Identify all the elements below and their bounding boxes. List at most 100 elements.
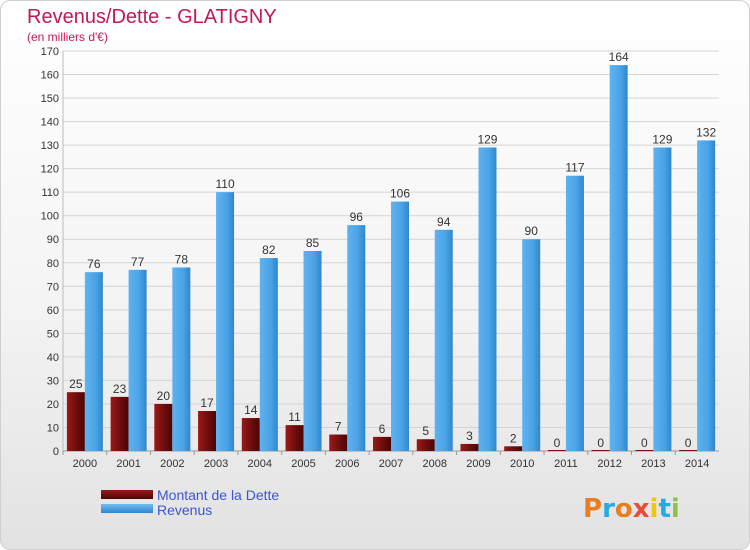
x-tick-label: 2006 [335,458,359,470]
legend-swatch-dette [101,490,153,499]
proxiti-logo: Proxiti [583,494,680,524]
y-tick-label: 10 [47,422,59,434]
bar-dette [241,418,260,451]
data-label-dette: 20 [157,389,171,403]
data-label-dette: 3 [466,429,473,443]
data-label-dette: 0 [685,436,692,450]
data-label-revenus: 106 [390,187,410,201]
x-tick-label: 2013 [641,458,665,470]
x-tick-label: 2010 [510,458,534,470]
data-label-dette: 17 [200,396,214,410]
y-tick-label: 70 [47,281,59,293]
bar-dette [110,396,129,451]
logo-letter: i [671,494,680,524]
x-tick-label: 2012 [597,458,621,470]
logo-letter: P [583,494,602,524]
logo-letter: o [615,494,633,524]
data-label-revenus: 164 [609,50,629,64]
bar-dette [460,443,479,451]
bar-dette [373,436,391,451]
data-label-revenus: 129 [477,132,497,146]
bar-revenus [434,229,453,451]
y-tick-label: 130 [41,140,59,152]
x-tick-label: 2008 [422,458,446,470]
chart-subtitle: (en milliers d'€) [27,30,108,44]
data-label-revenus: 82 [262,243,276,257]
y-tick-label: 30 [47,375,59,387]
bar-revenus [609,65,628,451]
y-tick-label: 50 [47,328,59,340]
y-tick-label: 100 [41,211,59,223]
x-tick-label: 2003 [204,458,228,470]
bar-revenus [216,192,235,452]
bar-dette [504,446,523,451]
x-tick-label: 2002 [160,458,184,470]
y-tick-label: 60 [47,305,59,317]
data-label-dette: 0 [641,436,648,450]
x-tick-label: 2000 [73,458,97,470]
bar-revenus [697,140,716,452]
y-tick-label: 0 [53,446,59,458]
bar-dette [285,425,304,451]
y-tick-label: 40 [47,352,59,364]
data-label-revenus: 90 [525,224,539,238]
data-label-dette: 6 [379,422,386,436]
data-label-revenus: 96 [350,210,364,224]
bar-revenus [84,272,103,451]
data-label-revenus: 117 [565,161,584,175]
data-label-dette: 2 [510,431,517,445]
bar-revenus [391,201,409,451]
bar-revenus [172,267,191,451]
x-tick-label: 2001 [116,458,140,470]
bar-revenus [347,225,366,451]
bar-revenus [653,147,672,451]
y-tick-label: 170 [41,46,59,58]
bar-dette [416,439,435,451]
data-label-dette: 5 [422,424,429,438]
logo-letter: i [650,494,659,524]
data-label-dette: 14 [244,403,258,417]
bar-revenus [565,175,584,452]
bar-revenus [128,269,147,451]
legend: Montant de la Dette Revenus [101,487,279,518]
data-label-dette: 25 [69,377,83,391]
x-tick-label: 2005 [291,458,315,470]
logo-letter: t [658,494,670,524]
y-tick-label: 20 [47,399,59,411]
bar-dette [198,411,217,451]
data-label-revenus: 85 [306,236,320,250]
y-tick-label: 80 [47,258,59,270]
legend-swatch-revenus [101,504,153,513]
data-labels: 2576237720781711014821185796610659431292… [69,50,716,450]
bar-revenus [259,258,278,451]
data-label-revenus: 110 [215,177,234,191]
bar-dette [329,434,348,451]
x-tick-label: 2011 [554,458,578,470]
data-label-revenus: 77 [131,255,145,269]
legend-label-revenus: Revenus [157,502,212,518]
data-label-revenus: 78 [175,252,189,266]
x-tick-label: 2004 [248,458,272,470]
x-tick-label: 2009 [466,458,490,470]
bar-dette [154,403,173,451]
x-axis-ticks: 2000 2001 2002 2003 2004 2005 2006 2007 2008 2009… [62,451,709,470]
data-label-revenus: 94 [437,215,451,229]
data-label-dette: 23 [113,382,127,396]
data-label-revenus: 129 [652,132,672,146]
logo-letter: x [633,494,650,524]
bar-revenus [478,147,497,451]
data-label-dette: 7 [335,420,342,434]
y-tick-label: 90 [47,234,59,246]
y-tick-label: 160 [41,70,59,82]
data-label-revenus: 132 [696,125,716,139]
chart-title: Revenus/Dette - GLATIGNY [27,6,277,28]
y-tick-label: 150 [41,93,59,105]
bar-revenus [522,239,541,451]
bars [66,65,716,452]
y-tick-label: 140 [41,117,59,129]
x-tick-label: 2007 [379,458,403,470]
y-tick-label: 110 [41,187,59,199]
x-tick-label: 2014 [685,458,709,470]
